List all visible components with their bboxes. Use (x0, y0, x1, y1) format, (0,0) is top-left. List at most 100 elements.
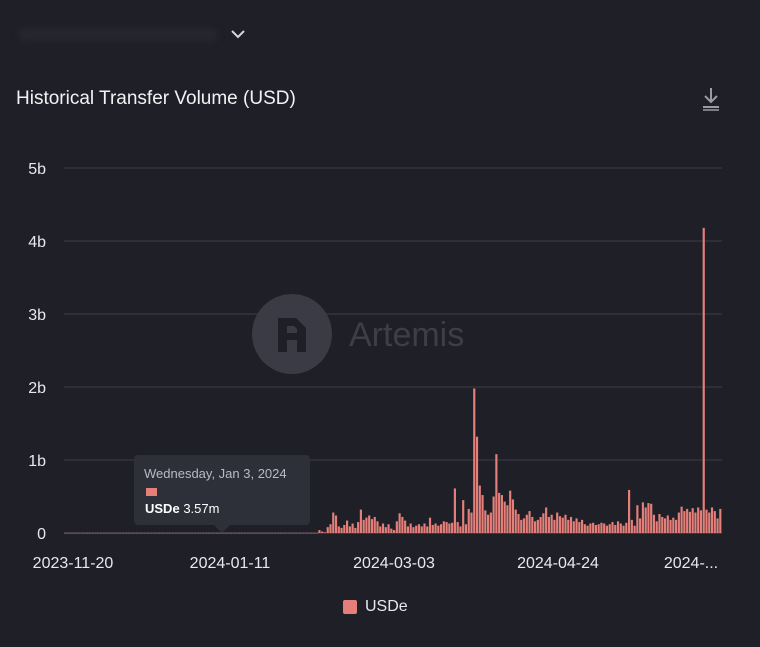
bar[interactable] (152, 532, 155, 534)
bar[interactable] (578, 522, 581, 533)
bar[interactable] (365, 517, 368, 533)
bar[interactable] (517, 514, 520, 533)
bar[interactable] (182, 532, 186, 534)
bar[interactable] (285, 532, 288, 534)
bar[interactable] (268, 532, 271, 534)
bar[interactable] (680, 506, 683, 533)
bar[interactable] (343, 524, 346, 533)
bar[interactable] (77, 532, 80, 534)
bar[interactable] (221, 532, 224, 534)
bar[interactable] (594, 524, 597, 533)
bar[interactable] (487, 514, 490, 533)
bar[interactable] (252, 532, 255, 534)
bar[interactable] (301, 532, 304, 534)
bar[interactable] (536, 519, 539, 533)
bar[interactable] (498, 492, 501, 533)
bar[interactable] (135, 532, 139, 534)
bar[interactable] (271, 532, 274, 534)
bar[interactable] (420, 526, 423, 533)
bar[interactable] (315, 532, 318, 534)
bar[interactable] (434, 523, 437, 533)
bar[interactable] (702, 227, 705, 534)
bar[interactable] (719, 508, 722, 533)
bar[interactable] (210, 532, 213, 534)
bar[interactable] (605, 525, 609, 533)
bar[interactable] (677, 512, 680, 533)
bar[interactable] (207, 532, 210, 534)
bar[interactable] (478, 485, 481, 533)
bar[interactable] (586, 525, 589, 533)
chevron-down-icon[interactable] (230, 26, 246, 42)
bar[interactable] (310, 532, 313, 534)
bar[interactable] (323, 532, 327, 533)
bar[interactable] (534, 521, 537, 533)
bar[interactable] (362, 519, 365, 533)
bar[interactable] (641, 502, 644, 533)
bar[interactable] (160, 532, 163, 534)
bar[interactable] (235, 532, 238, 534)
bar[interactable] (199, 532, 202, 534)
bar[interactable] (373, 516, 376, 533)
bar[interactable] (614, 524, 617, 533)
bar[interactable] (119, 532, 122, 534)
bar[interactable] (133, 532, 136, 534)
bar[interactable] (238, 532, 241, 534)
bar[interactable] (185, 532, 188, 534)
bar[interactable] (459, 526, 462, 533)
bar[interactable] (318, 530, 321, 533)
bar[interactable] (675, 519, 678, 533)
bar[interactable] (359, 509, 362, 533)
bar[interactable] (395, 521, 398, 533)
bar[interactable] (528, 511, 531, 533)
bar[interactable] (431, 524, 434, 533)
bar[interactable] (511, 499, 515, 533)
bar[interactable] (379, 526, 382, 533)
bar[interactable] (188, 532, 191, 534)
bar[interactable] (661, 516, 664, 533)
bar[interactable] (224, 532, 227, 534)
bar[interactable] (243, 532, 246, 534)
bar[interactable] (122, 532, 125, 534)
bar[interactable] (130, 532, 133, 534)
bar[interactable] (88, 532, 92, 534)
bar[interactable] (691, 508, 694, 533)
bar[interactable] (279, 532, 282, 534)
bar[interactable] (340, 527, 343, 533)
bar[interactable] (716, 518, 719, 533)
bar[interactable] (705, 509, 708, 533)
legend-item-usde[interactable]: USDe (343, 597, 408, 617)
bar[interactable] (415, 525, 418, 533)
bar[interactable] (376, 521, 379, 533)
bar[interactable] (539, 516, 542, 533)
bar[interactable] (647, 503, 650, 533)
bar[interactable] (686, 508, 689, 533)
bar[interactable] (72, 532, 75, 534)
bar[interactable] (213, 532, 216, 534)
bar[interactable] (254, 532, 257, 534)
bar[interactable] (442, 521, 445, 533)
bar[interactable] (334, 515, 338, 533)
download-icon[interactable] (700, 86, 722, 112)
bar[interactable] (149, 532, 152, 534)
bar[interactable] (193, 532, 197, 534)
bar[interactable] (384, 527, 387, 533)
bar[interactable] (370, 519, 374, 533)
bar[interactable] (329, 524, 332, 533)
bar[interactable] (655, 521, 658, 533)
bar[interactable] (625, 522, 628, 533)
bar[interactable] (412, 527, 415, 533)
bar[interactable] (205, 532, 208, 534)
bar[interactable] (404, 520, 407, 533)
bar[interactable] (456, 522, 459, 533)
bar[interactable] (569, 516, 573, 533)
bar[interactable] (163, 532, 166, 534)
bar[interactable] (240, 532, 244, 534)
bar[interactable] (299, 532, 302, 534)
bar[interactable] (158, 532, 161, 534)
bar[interactable] (196, 532, 199, 534)
bar[interactable] (683, 511, 686, 533)
bar[interactable] (462, 500, 465, 533)
bar[interactable] (260, 532, 263, 534)
bar[interactable] (393, 530, 396, 533)
bar[interactable] (113, 532, 116, 534)
